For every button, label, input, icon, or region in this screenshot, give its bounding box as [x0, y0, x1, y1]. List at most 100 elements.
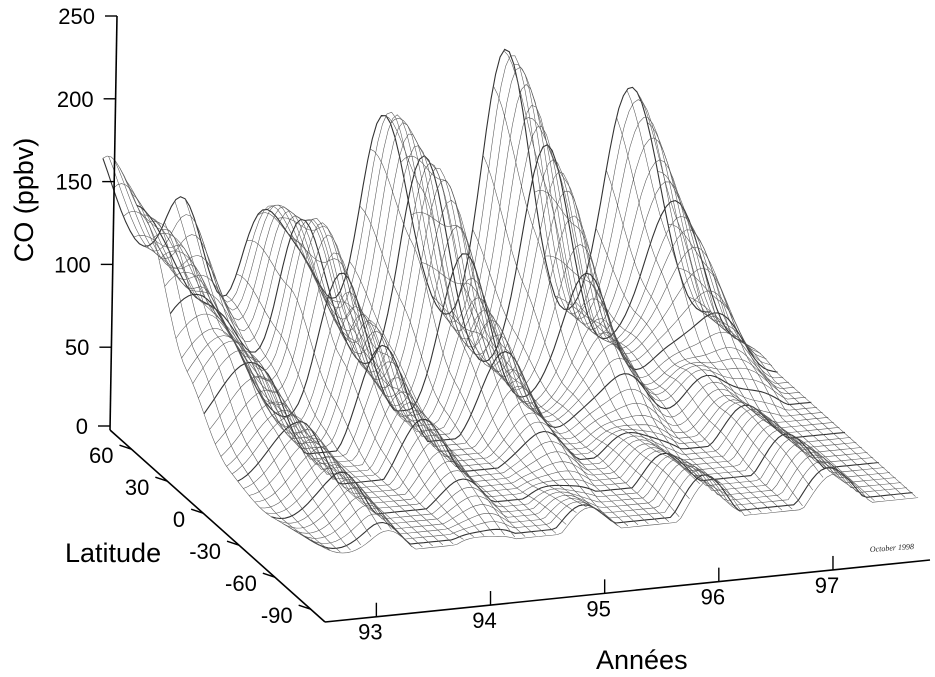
surface-latitude-curve — [102, 48, 711, 315]
latitude-tick-mark — [262, 572, 276, 578]
z-axis-title: CO (ppbv) — [9, 138, 39, 263]
latitude-axis-ticks: 60 30 0-30-60-90 — [89, 443, 311, 628]
surface-year-curve — [205, 258, 413, 548]
surface-year-curve — [174, 200, 382, 530]
surface-latitude-curve — [226, 399, 834, 475]
surface-latitude-curve — [181, 297, 789, 434]
surface-year-curve — [503, 50, 711, 479]
surface-latitude-curve — [310, 473, 919, 554]
surface-year-curve — [195, 221, 403, 537]
surface-year-curve — [451, 310, 659, 524]
year-axis-title: Années — [596, 645, 688, 675]
surface-year-curve — [626, 89, 834, 473]
surface-latitude-curve — [231, 401, 840, 480]
z-tick-label: 200 — [57, 87, 94, 112]
latitude-tick-label: 60 — [89, 443, 113, 468]
latitude-tick-mark — [226, 540, 240, 546]
surface-year-curve — [164, 221, 372, 537]
surface-year-curve — [698, 309, 906, 498]
surface-latitude-curve — [243, 408, 851, 490]
latitude-tick-label: -30 — [189, 539, 221, 564]
surface-year-curve — [667, 223, 875, 501]
z-axis-ticks: 0 50 100 150 200 250 — [54, 4, 117, 439]
surface-latitude-curve — [125, 104, 733, 348]
surface-year-curve — [523, 117, 731, 497]
year-tick-label: 96 — [701, 585, 725, 610]
z-tick-label: 0 — [76, 414, 88, 439]
latitude-axis-line — [109, 429, 326, 623]
surface-year-curve — [236, 273, 444, 546]
surface-year-curve — [369, 148, 577, 513]
surface-year-curve — [256, 212, 464, 540]
surface-year-curve — [678, 267, 885, 500]
surface-year-curve — [636, 91, 844, 476]
surface-year-curve — [338, 293, 546, 535]
surface-year-curve — [267, 204, 474, 537]
surface-latitude-curve — [220, 391, 829, 470]
year-axis-line — [324, 559, 931, 623]
surface-year-curve — [287, 232, 495, 535]
surface-latitude-curve — [282, 442, 891, 529]
surface-year-curve — [102, 155, 310, 540]
surface-year-curve — [359, 205, 567, 525]
surface-latitude-curve — [304, 467, 913, 549]
figure-credit: October 1998 — [870, 542, 915, 554]
surface-year-curve — [657, 171, 865, 497]
surface-year-curve — [349, 261, 557, 534]
surface-year-curve — [565, 309, 772, 512]
surface-year-curve — [215, 289, 423, 548]
surface-latitude-curve — [169, 253, 778, 418]
surface-year-curve — [297, 247, 505, 536]
z-tick-label: 250 — [58, 4, 95, 29]
latitude-tick-mark — [155, 476, 168, 482]
surface-latitude-curve — [260, 424, 868, 509]
surface-latitude-curve — [192, 320, 801, 444]
surface-latitude-curve — [136, 144, 745, 365]
latitude-tick-label: -60 — [225, 571, 257, 596]
surface-latitude-curve — [215, 377, 823, 465]
surface-latitude-curve — [265, 429, 874, 514]
surface-year-curve — [184, 198, 392, 530]
surface-year-curve — [575, 301, 783, 511]
z-tick-label: 150 — [55, 170, 92, 195]
surface-latitude-curve — [153, 179, 761, 388]
surface-year-curve — [647, 122, 855, 485]
surface-year-curve — [585, 274, 793, 510]
surface-year-curve — [493, 85, 700, 484]
surface-year-curve — [133, 235, 341, 553]
latitude-tick-mark — [119, 444, 132, 450]
surface-year-curve — [513, 63, 721, 484]
surface-year-curve — [154, 241, 361, 545]
surface-latitude-curve — [254, 419, 862, 503]
surface-year-curve — [123, 211, 331, 551]
year-tick-label: 93 — [358, 620, 382, 645]
surface-latitude-curve — [271, 433, 879, 520]
surface-year-curve — [708, 311, 916, 497]
co-surface-mesh — [102, 48, 919, 554]
surface-year-curve — [318, 282, 526, 537]
year-tick-label: 95 — [586, 596, 610, 621]
surface-year-curve — [226, 294, 433, 547]
surface-year-curve — [616, 117, 824, 478]
surface-year-curve — [688, 296, 896, 499]
latitude-tick-mark — [190, 508, 204, 514]
surface-latitude-curve — [158, 199, 767, 397]
surface-year-curve — [410, 212, 618, 526]
surface-year-curve — [472, 229, 680, 517]
surface-year-curve — [534, 190, 742, 513]
surface-year-curve — [400, 155, 608, 517]
surface-year-curve — [308, 263, 516, 538]
z-tick-label: 100 — [54, 252, 91, 277]
surface-latitude-curve — [164, 225, 773, 406]
surface-year-curve — [554, 295, 762, 513]
latitude-axis-title: Latitude — [65, 538, 161, 568]
year-tick-label: 94 — [472, 608, 496, 633]
surface-latitude-curve — [175, 277, 784, 428]
surface-latitude-curve — [147, 167, 756, 380]
surface-year-curve — [606, 169, 814, 491]
year-tick-label: 97 — [815, 573, 839, 598]
year-axis-ticks: 93 94 95 96 97 — [358, 555, 839, 645]
surface-year-curve — [421, 261, 629, 527]
surface-latitude-curve — [113, 66, 722, 331]
